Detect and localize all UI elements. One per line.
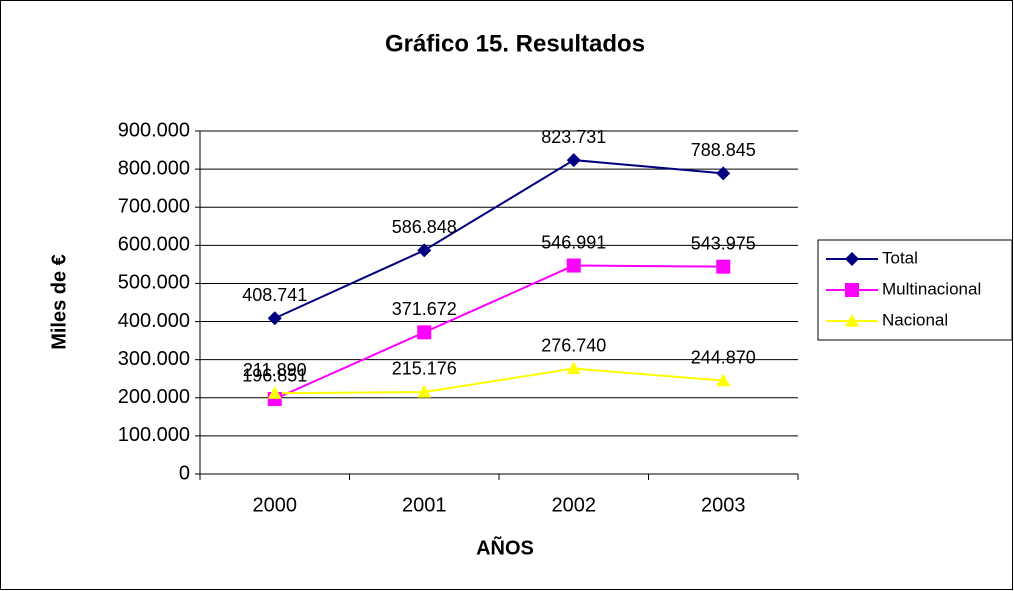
data-label: 276.740 (541, 335, 606, 355)
data-label: 196.851 (242, 366, 307, 386)
data-label: 586.848 (392, 217, 457, 237)
y-tick-label: 300.000 (118, 348, 190, 370)
y-tick-label: 400.000 (118, 310, 190, 332)
y-tick-label: 100.000 (118, 424, 190, 446)
y-tick-label: 900.000 (118, 119, 190, 141)
point (845, 314, 859, 327)
data-label: 543.975 (691, 233, 756, 253)
series-line (274, 264, 724, 400)
point (845, 252, 859, 266)
series-line (274, 159, 724, 320)
point (417, 325, 432, 340)
data-label: 211.890 (243, 360, 307, 380)
data-label: 408.741 (242, 285, 307, 305)
data-label: 546.991 (541, 232, 606, 252)
y-tick-label: 700.000 (118, 196, 190, 218)
x-tick-label: 2000 (253, 494, 298, 516)
x-axis-label: AÑOS (476, 536, 534, 559)
series-line (274, 367, 724, 395)
y-tick-label: 800.000 (118, 157, 190, 179)
point (716, 166, 731, 181)
y-tick-label: 0 (179, 462, 190, 484)
data-label: 215.176 (392, 359, 457, 379)
y-tick-label: 500.000 (118, 272, 190, 294)
data-label: 788.845 (691, 140, 756, 160)
data-label: 371.672 (392, 299, 457, 319)
point (267, 311, 282, 326)
y-tick-label: 200.000 (118, 386, 190, 408)
x-tick-label: 2001 (402, 494, 447, 516)
y-tick-label: 600.000 (118, 234, 190, 256)
point (845, 283, 859, 297)
legend-label: Multinacional (882, 279, 981, 298)
point (267, 386, 282, 399)
y-axis-label: Miles de € (48, 254, 70, 350)
data-label: 244.870 (691, 347, 756, 367)
legend-label: Total (882, 248, 918, 267)
x-tick-label: 2002 (552, 494, 597, 516)
point (566, 361, 581, 375)
point (716, 259, 731, 274)
x-tick-label: 2003 (701, 494, 746, 516)
point (417, 243, 432, 258)
point (716, 373, 731, 387)
point (566, 258, 581, 273)
chart-title: Gráfico 15. Resultados (385, 30, 645, 57)
legend-label: Nacional (882, 310, 948, 329)
point (417, 384, 432, 398)
point (566, 153, 581, 168)
data-label: 823.731 (541, 127, 606, 147)
